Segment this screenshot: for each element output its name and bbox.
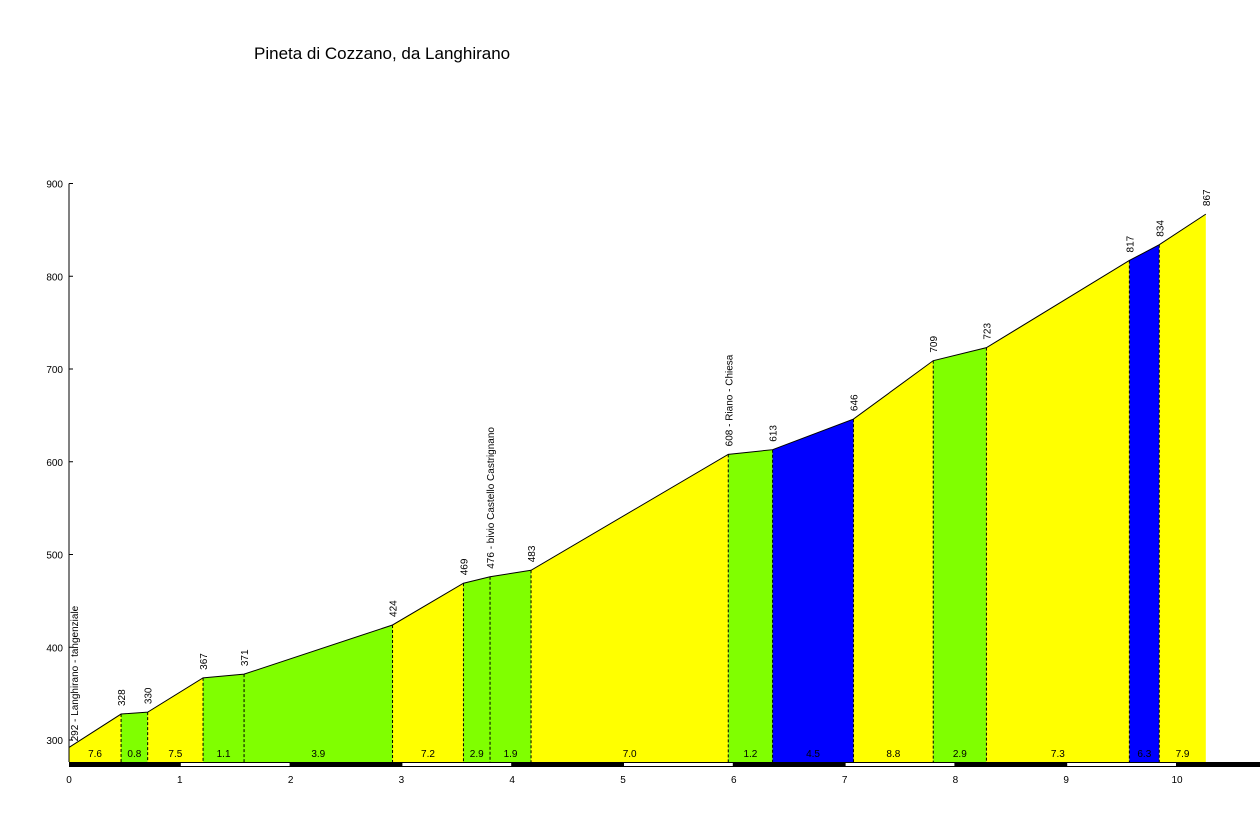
gradient-labels: 7.6 0.8 7.5 1.1 3.9 7.2 2.9 1.9 7.0 1.2 4.5 8.8 2.9 7… — [88, 749, 1190, 760]
profile-areas — [69, 214, 1206, 763]
gradient-label: 7.0 — [623, 749, 637, 760]
x-tick-label: 1 — [177, 775, 183, 786]
y-tick-label: 400 — [46, 643, 63, 654]
segment-area — [69, 714, 122, 762]
segment-area — [490, 570, 532, 762]
y-tick-label: 600 — [46, 458, 63, 469]
elevation-label: 834 — [1155, 220, 1166, 237]
x-tick-label: 6 — [731, 775, 737, 786]
elevation-label: 723 — [982, 323, 993, 340]
elevation-label: 817 — [1125, 235, 1136, 252]
elevation-label: 867 — [1202, 189, 1213, 206]
elevation-label: 371 — [240, 649, 251, 666]
segment-area — [772, 419, 854, 762]
x-tick-label: 8 — [953, 775, 959, 786]
distance-bar-segment — [402, 763, 512, 766]
gradient-label: 1.2 — [743, 749, 757, 760]
gradient-label: 3.9 — [311, 749, 325, 760]
distance-bar-segment — [1067, 763, 1176, 766]
x-tick-label: 5 — [620, 775, 626, 786]
segment-area — [463, 576, 491, 762]
x-tick-label: 9 — [1063, 775, 1069, 786]
segment-area — [147, 677, 204, 762]
distance-bar-segment — [845, 763, 955, 766]
x-tick-label: 2 — [288, 775, 294, 786]
segment-area — [1159, 214, 1206, 763]
segment-area — [1129, 244, 1160, 763]
segment-area — [203, 674, 245, 762]
x-tick-label: 4 — [509, 775, 515, 786]
x-axis: 0 1 2 3 4 5 6 7 8 9 10 — [66, 762, 1260, 786]
elevation-label: 646 — [849, 394, 860, 411]
gradient-label: 6.3 — [1137, 749, 1151, 760]
y-tick-label: 500 — [46, 551, 63, 562]
gradient-label: 7.6 — [88, 749, 102, 760]
segment-area — [986, 260, 1130, 762]
gradient-label: 1.1 — [217, 749, 231, 760]
elevation-label: 483 — [527, 545, 538, 562]
distance-bar-segment — [180, 763, 290, 766]
elevation-label: 476 - bivio Castello Castrignano — [486, 427, 497, 569]
elevation-label: 608 - Riano - Chiesa — [724, 354, 735, 446]
segment-area — [728, 449, 773, 762]
segment-area — [531, 454, 729, 762]
x-tick-label: 7 — [842, 775, 848, 786]
y-tick-label: 700 — [46, 365, 63, 376]
x-tick-label: 10 — [1171, 775, 1183, 786]
segment-area — [121, 712, 148, 762]
y-tick-label: 300 — [46, 736, 63, 747]
gradient-label: 7.5 — [168, 749, 182, 760]
elevation-label: 709 — [929, 336, 940, 353]
segment-area — [853, 360, 934, 762]
gradient-label: 7.2 — [421, 749, 435, 760]
elevation-label: 424 — [389, 600, 400, 617]
elevation-label: 367 — [199, 653, 210, 670]
segment-dividers — [120, 244, 1160, 762]
gradient-label: 2.9 — [470, 749, 484, 760]
x-tick-label: 0 — [66, 775, 72, 786]
distance-bar-segment — [624, 763, 733, 766]
y-axis: 300 400 500 600 700 800 900 — [46, 180, 73, 762]
elevation-label: 469 — [459, 558, 470, 575]
gradient-label: 4.5 — [806, 749, 820, 760]
y-tick-label: 800 — [46, 272, 63, 283]
elevation-label: 328 — [117, 689, 128, 706]
elevation-labels: 292 - Langhirano - tangenziale 328 330 367 3… — [70, 189, 1213, 741]
chart-title: Pineta di Cozzano, da Langhirano — [254, 44, 510, 63]
elevation-label: 330 — [144, 687, 155, 704]
gradient-label: 1.9 — [504, 749, 518, 760]
segment-area — [392, 583, 464, 762]
y-tick-label: 900 — [46, 180, 63, 191]
x-tick-label: 3 — [399, 775, 405, 786]
segment-area — [933, 347, 987, 762]
gradient-label: 8.8 — [886, 749, 900, 760]
elevation-label: 292 - Langhirano - tangenziale — [70, 605, 81, 741]
gradient-label: 0.8 — [127, 749, 141, 760]
elevation-label: 613 — [769, 425, 780, 442]
gradient-label: 7.3 — [1051, 749, 1065, 760]
gradient-label: 7.9 — [1176, 749, 1190, 760]
elevation-profile-line — [68, 213, 1207, 748]
gradient-label: 2.9 — [953, 749, 967, 760]
segment-area — [244, 624, 393, 762]
